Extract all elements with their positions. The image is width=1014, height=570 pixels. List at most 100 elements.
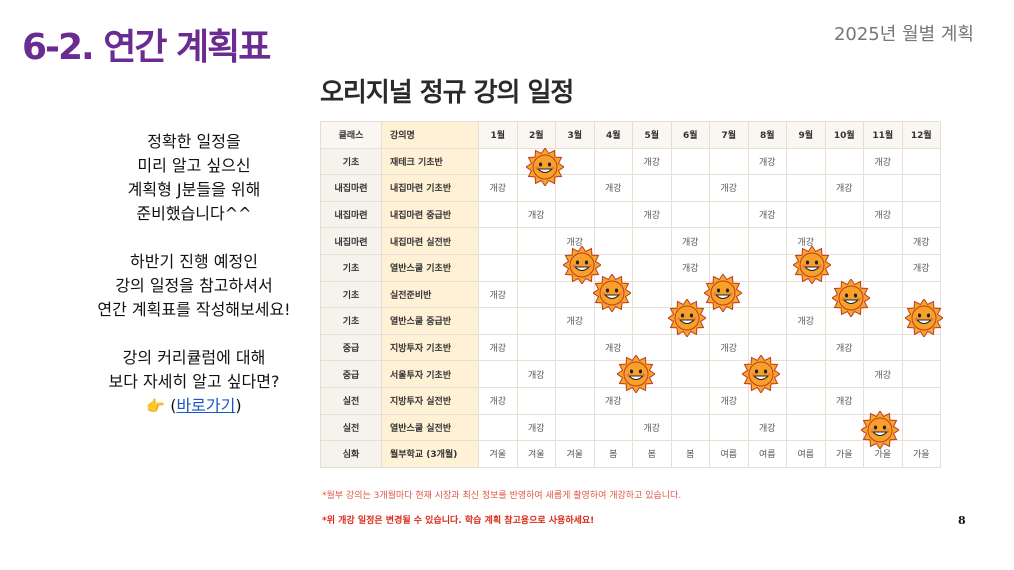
month-cell (901, 333, 941, 362)
month-cell: 개강 (516, 360, 556, 388)
month-cell (747, 280, 787, 309)
month-cell (478, 413, 518, 442)
month-cell: 개강 (670, 227, 710, 255)
month-cell (478, 360, 518, 388)
column-header: 7월 (709, 121, 749, 149)
table-row: 실전 열반스쿨 실전반 개강 개강 개강 (320, 413, 941, 442)
month-cell (863, 227, 903, 255)
month-cell: 여름 (786, 440, 826, 468)
month-cell (478, 253, 518, 282)
class-cell: 실전 (320, 386, 382, 415)
month-cell (670, 386, 710, 415)
intro-line: 정확한 일정을 (147, 132, 241, 151)
note-schedule-warning: *위 개강 일정은 변경될 수 있습니다. 학습 계획 참고용으로 사용하세요! (322, 516, 595, 526)
month-cell: 겨울 (516, 440, 556, 468)
month-cell: 개강 (747, 413, 787, 442)
column-header: 2월 (516, 121, 556, 149)
course-name-cell: 재테크 기초반 (381, 147, 479, 176)
smiling-sun-sticker-icon (667, 298, 707, 338)
month-cell: 개강 (555, 307, 595, 335)
month-cell (555, 333, 595, 362)
month-cell (593, 200, 633, 229)
month-cell (786, 174, 826, 202)
column-header: 강의명 (381, 121, 479, 149)
month-cell (670, 413, 710, 442)
column-header: 3월 (555, 121, 595, 149)
course-name-cell: 서울투자 기초반 (381, 360, 479, 388)
intro-line: 준비했습니다^^ (136, 204, 252, 223)
intro-line: 강의 커리큘럼에 대해 (122, 348, 266, 367)
month-cell (709, 227, 749, 255)
month-cell: 개강 (863, 200, 903, 229)
month-cell (516, 253, 556, 282)
month-cell (786, 333, 826, 362)
month-cell (786, 386, 826, 415)
class-cell: 중급 (320, 360, 382, 388)
month-cell (901, 200, 941, 229)
intro-line: 보다 자세히 알고 싶다면? (108, 372, 280, 391)
page-title: 6-2. 연간 계획표 (22, 27, 271, 68)
schedule-title: 오리지널 정규 강의 일정 (320, 78, 574, 108)
month-cell (670, 147, 710, 176)
month-cell: 가을 (824, 440, 864, 468)
class-cell: 기초 (320, 307, 382, 335)
column-header: 10월 (824, 121, 864, 149)
month-cell: 봄 (632, 440, 672, 468)
month-cell (709, 413, 749, 442)
month-cell (516, 333, 556, 362)
intro-text: 정확한 일정을 미리 알고 싶으신 계획형 J분들을 위해 준비했습니다^^ 하반기 … (44, 130, 344, 418)
month-cell: 개강 (516, 200, 556, 229)
month-cell (709, 147, 749, 176)
intro-line: 미리 알고 싶으신 (137, 156, 251, 175)
page-subtitle: 2025년 월별 계획 (833, 24, 974, 45)
month-cell (863, 386, 903, 415)
month-cell: 개강 (632, 413, 672, 442)
table-row: 중급 지방투자 기초반 개강 개강 개강 개강 (320, 333, 941, 362)
month-cell (786, 360, 826, 388)
month-cell (747, 227, 787, 255)
smiling-sun-sticker-icon (592, 273, 632, 313)
month-cell: 개강 (709, 174, 749, 202)
month-cell (786, 147, 826, 176)
month-cell: 개강 (824, 174, 864, 202)
month-cell (747, 253, 787, 282)
course-name-cell: 지방투자 기초반 (381, 333, 479, 362)
month-cell (863, 174, 903, 202)
table-row: 내집마련 내집마련 중급반 개강 개강 개강 개강 (320, 200, 941, 229)
shortcut-link[interactable]: 바로가기 (176, 396, 236, 415)
month-cell (516, 386, 556, 415)
month-cell: 봄 (670, 440, 710, 468)
class-cell: 내집마련 (320, 227, 382, 255)
table-row: 내집마련 내집마련 기초반 개강 개강 개강 개강 (320, 174, 941, 202)
month-cell (555, 413, 595, 442)
month-cell (709, 200, 749, 229)
month-cell (632, 174, 672, 202)
month-cell (555, 360, 595, 388)
month-cell (824, 147, 864, 176)
intro-line: 연간 계획표를 작성해보세요! (97, 300, 291, 319)
month-cell (824, 413, 864, 442)
column-header: 8월 (747, 121, 787, 149)
month-cell: 개강 (901, 227, 941, 255)
smiling-sun-sticker-icon (860, 410, 900, 450)
class-cell: 심화 (320, 440, 382, 468)
schedule-table: 클래스 강의명 1월 2월 3월 4월 5월 6월 7월 8월 9월 10월 11월 12월 기초 재테크 … (320, 121, 941, 468)
month-cell: 겨울 (478, 440, 518, 468)
month-cell: 개강 (786, 307, 826, 335)
class-cell: 실전 (320, 413, 382, 442)
month-cell (786, 280, 826, 309)
table-header-row: 클래스 강의명 1월 2월 3월 4월 5월 6월 7월 8월 9월 10월 11월 12월 (320, 121, 941, 149)
class-cell: 기초 (320, 253, 382, 282)
month-cell (632, 307, 672, 335)
month-cell: 개강 (863, 147, 903, 176)
column-header: 4월 (593, 121, 633, 149)
month-cell (632, 253, 672, 282)
month-cell (747, 174, 787, 202)
link-line: 👉 (바로가기) (146, 396, 242, 415)
month-cell (670, 174, 710, 202)
intro-line: 강의 일정을 참고하셔서 (115, 276, 273, 295)
column-header: 클래스 (320, 121, 382, 149)
month-cell (901, 174, 941, 202)
month-cell: 개강 (593, 174, 633, 202)
month-cell (901, 413, 941, 442)
